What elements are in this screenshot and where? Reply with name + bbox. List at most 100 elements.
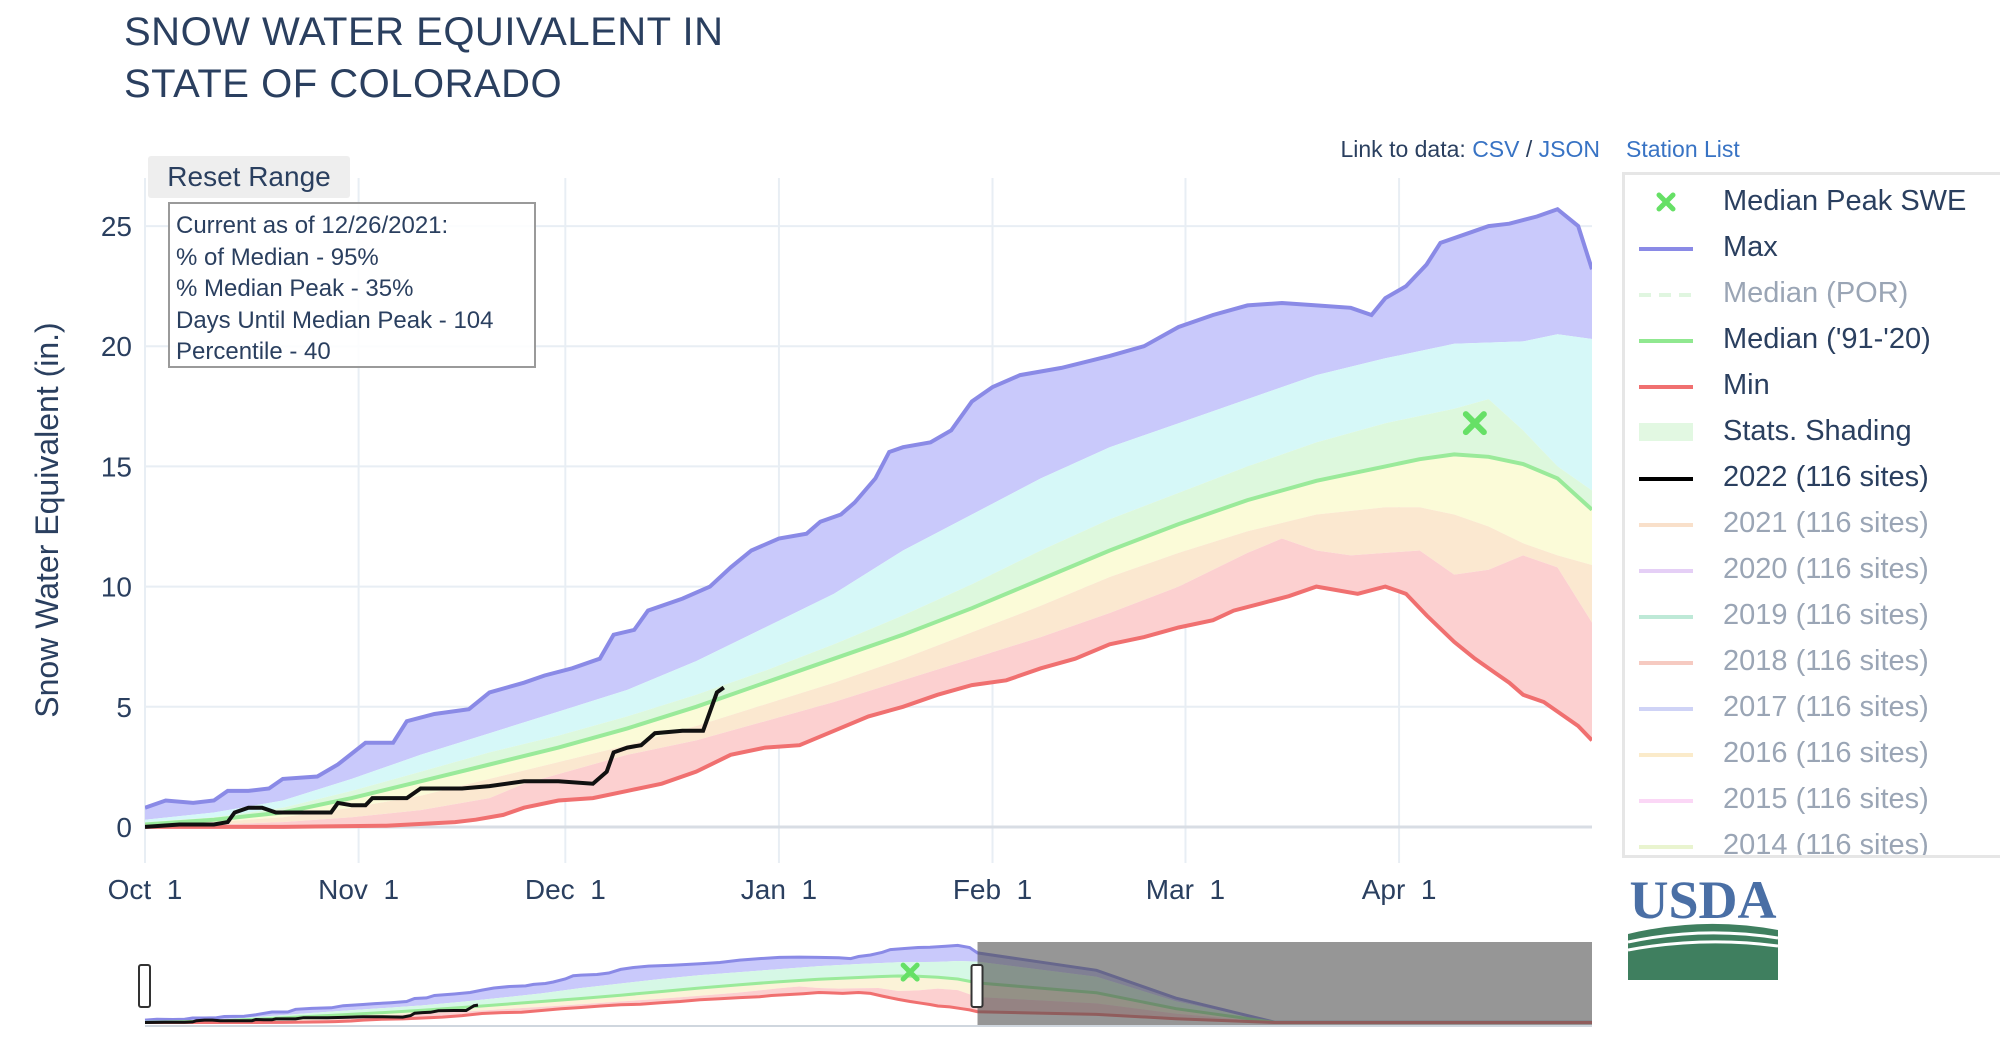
- legend-label: 2018 (116 sites): [1723, 645, 1929, 677]
- legend-swatch-icon: [1656, 192, 1676, 212]
- legend-label: 2019 (116 sites): [1723, 599, 1929, 631]
- y-tick-label: 10: [101, 572, 132, 603]
- chart-legend: Median Peak SWE Max Median (POR) Median ('9…: [1622, 172, 2000, 858]
- link-prefix: Link to data:: [1340, 136, 1466, 162]
- legend-swatch-icon: [1639, 339, 1693, 343]
- json-link[interactable]: JSON: [1538, 136, 1600, 162]
- x-tick-label: Dec 1: [525, 874, 606, 905]
- info-percent-median: % of Median - 95%: [176, 243, 379, 271]
- band-p80-to-p70: [145, 334, 1592, 823]
- legend-swatch-icon: [1639, 385, 1693, 389]
- legend-item[interactable]: 2019 (116 sites): [1625, 594, 2000, 640]
- legend-label: 2022 (116 sites): [1723, 461, 1929, 493]
- x-axis-ticks: Oct 1 Nov 1 Dec 1 Jan 1 Feb 1 Mar 1 Apr 1: [108, 874, 1437, 905]
- legend-item[interactable]: Min: [1625, 364, 2000, 410]
- legend-item[interactable]: 2015 (116 sites): [1625, 778, 2000, 824]
- mini-median-peak-marker: [900, 962, 920, 982]
- legend-label: Min: [1723, 369, 1770, 401]
- reset-range-button[interactable]: Reset Range: [148, 156, 350, 198]
- legend-item[interactable]: 2018 (116 sites): [1625, 640, 2000, 686]
- x-tick-label: Mar 1: [1146, 874, 1225, 905]
- legend-swatch-icon: [1639, 293, 1693, 297]
- x-tick-label: Apr 1: [1362, 874, 1437, 905]
- usda-logo: USDA: [1628, 872, 1778, 980]
- info-current-date: Current as of 12/26/2021:: [176, 212, 449, 239]
- legend-swatch-icon: [1639, 845, 1693, 849]
- slider-unselected-mask[interactable]: [977, 942, 1592, 1026]
- mini-band-upper: [145, 945, 1592, 1023]
- range-slider[interactable]: [138, 942, 1592, 1027]
- legend-swatch-icon: [1639, 569, 1693, 573]
- station-list-link[interactable]: Station List: [1626, 136, 1740, 162]
- legend-item[interactable]: 2020 (116 sites): [1625, 548, 2000, 594]
- legend-swatch-icon: [1639, 661, 1693, 665]
- slider-right-handle[interactable]: [970, 964, 984, 1008]
- legend-item[interactable]: Median (POR): [1625, 272, 2000, 318]
- band-median-to-p30: [145, 454, 1592, 826]
- legend-item[interactable]: Median ('91-'20): [1625, 318, 2000, 364]
- legend-label: 2014 (116 sites): [1723, 829, 1929, 858]
- legend-label: Median Peak SWE: [1723, 185, 1967, 217]
- mini-max-line: [144, 943, 1592, 1024]
- legend-swatch-icon: [1639, 247, 1693, 251]
- info-days-until-peak: Days Until Median Peak - 104: [176, 306, 494, 334]
- legend-item[interactable]: 2016 (116 sites): [1625, 732, 2000, 778]
- legend-swatch-icon: [1639, 799, 1693, 803]
- legend-item[interactable]: 2022 (116 sites): [1625, 456, 2000, 502]
- chart-title-line-2: STATE OF COLORADO: [124, 62, 563, 106]
- x-tick-label: Oct 1: [108, 874, 183, 905]
- chart-title-line-1: SNOW WATER EQUIVALENT IN: [124, 10, 724, 54]
- max-line: [145, 206, 1592, 810]
- link-separator: /: [1525, 136, 1533, 162]
- info-percent-median-peak: % Median Peak - 35%: [176, 275, 414, 302]
- x-tick-label: Jan 1: [741, 874, 817, 905]
- legend-swatch-icon: [1639, 423, 1693, 441]
- median-line: [145, 452, 1592, 827]
- y-axis-label: Snow Water Equivalent (in.): [29, 322, 65, 717]
- x-tick-label: Nov 1: [318, 874, 399, 905]
- min-line: [145, 584, 1592, 829]
- legend-swatch-icon: [1639, 707, 1693, 711]
- median-peak-marker: [1462, 411, 1487, 436]
- csv-link[interactable]: CSV: [1472, 136, 1520, 162]
- legend-label: Median (POR): [1723, 277, 1909, 309]
- legend-label: 2015 (116 sites): [1723, 783, 1929, 815]
- mini-median-line: [144, 974, 1592, 1024]
- data-links: Link to data: CSV / JSON: [1340, 136, 1600, 163]
- legend-item[interactable]: Median Peak SWE: [1625, 180, 2000, 226]
- legend-item[interactable]: Stats. Shading: [1625, 410, 2000, 456]
- legend-item[interactable]: Max: [1625, 226, 2000, 272]
- legend-swatch-icon: [1639, 615, 1693, 619]
- band-max-to-p80: [145, 209, 1592, 820]
- legend-swatch-icon: [1639, 523, 1693, 527]
- y-tick-label: 15: [101, 451, 132, 482]
- y-axis-ticks: 0 5 10 15 20 25: [101, 211, 132, 843]
- legend-item[interactable]: 2014 (116 sites): [1625, 824, 2000, 858]
- legend-label: 2017 (116 sites): [1723, 691, 1929, 723]
- legend-label: Max: [1723, 231, 1778, 263]
- legend-label: 2020 (116 sites): [1723, 553, 1929, 585]
- legend-label: 2016 (116 sites): [1723, 737, 1929, 769]
- mini-current-line: [144, 1003, 479, 1024]
- x-tick-label: Feb 1: [953, 874, 1032, 905]
- legend-swatch-icon: [1639, 753, 1693, 757]
- y-tick-label: 20: [101, 331, 132, 362]
- current-stats-box: Current as of 12/26/2021: % of Median - …: [168, 202, 536, 368]
- slider-left-handle[interactable]: [138, 964, 151, 1008]
- usda-logo-text: USDA: [1629, 872, 1776, 930]
- legend-item[interactable]: 2021 (116 sites): [1625, 502, 2000, 548]
- legend-label: Stats. Shading: [1723, 415, 1912, 447]
- band-p30-to-p20: [145, 507, 1592, 827]
- legend-swatch-icon: [1639, 477, 1693, 481]
- info-percentile: Percentile - 40: [176, 338, 331, 365]
- legend-label: 2021 (116 sites): [1723, 507, 1929, 539]
- legend-item[interactable]: 2017 (116 sites): [1625, 686, 2000, 732]
- y-tick-label: 25: [101, 211, 132, 242]
- current-year-line: [145, 685, 725, 829]
- legend-label: Median ('91-'20): [1723, 323, 1931, 355]
- series-lines: [145, 206, 1592, 829]
- mini-min-line: [145, 990, 1592, 1024]
- y-tick-label: 5: [116, 692, 132, 723]
- y-tick-label: 0: [116, 812, 132, 843]
